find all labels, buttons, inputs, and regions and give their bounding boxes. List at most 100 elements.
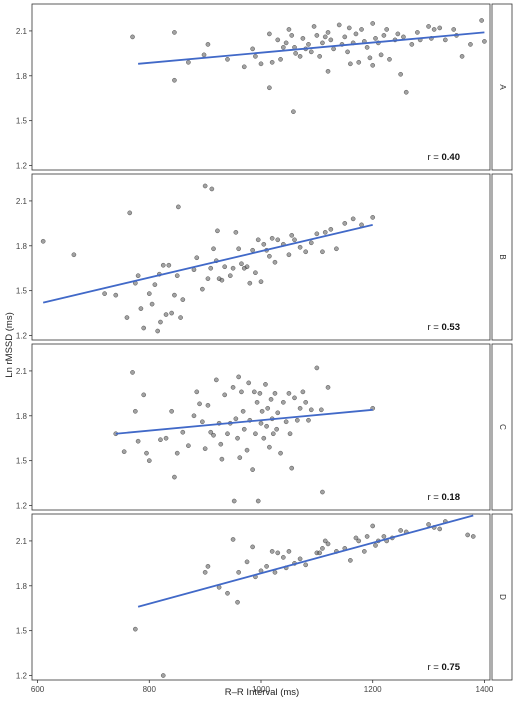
panel-a-point — [370, 21, 376, 26]
panel-c-point — [294, 417, 300, 423]
panel-c-point — [308, 407, 314, 413]
panel-b-strip — [491, 173, 513, 341]
panel-a-point — [297, 53, 303, 59]
panel-c-r-prefix: r = — [428, 492, 442, 503]
panel-c-point — [144, 450, 149, 456]
panel-d-point — [160, 673, 166, 678]
panel-c-fit-line — [115, 408, 373, 435]
panel-d-point — [269, 549, 275, 554]
panel-a-point — [269, 59, 275, 65]
panel-b-point — [127, 210, 133, 216]
panel-d-strip-label: D — [498, 594, 507, 600]
panel-a-point — [482, 39, 487, 44]
x-tick-label: 800 — [143, 685, 157, 694]
panel-a-point — [342, 34, 348, 40]
panel-d-point — [236, 569, 242, 575]
panel-a-point — [311, 24, 317, 29]
panel-c-point — [251, 389, 257, 395]
panel-a-point — [348, 61, 353, 67]
panel-d-point — [426, 522, 431, 527]
panel-b-point — [40, 238, 46, 244]
panel-c-point — [314, 365, 320, 371]
panel-a-point — [345, 49, 350, 55]
panel-c-point — [194, 389, 200, 395]
panel-b-point — [253, 270, 258, 276]
panel-b-frame — [31, 173, 491, 341]
panel-b-point — [261, 241, 267, 247]
panel-c-point — [268, 396, 274, 402]
panel-d-point — [317, 550, 322, 556]
panel-b-point — [314, 231, 320, 237]
panel-b-point — [292, 237, 297, 243]
panel-b-point — [160, 262, 166, 268]
panel-a-fit-line — [138, 31, 485, 65]
panel-a-point — [468, 42, 473, 47]
panel-b-point — [135, 273, 141, 279]
panel-b-point — [215, 228, 220, 234]
panel-c-point — [265, 405, 271, 411]
panel-c-point — [257, 391, 263, 396]
panel-b-y-tick-label: 2.1 — [16, 197, 28, 206]
panel-d-point — [264, 563, 269, 569]
panel-c-point — [219, 456, 225, 462]
panel-a-point — [241, 64, 247, 70]
panel-d-point — [205, 563, 211, 569]
panel-d-frame — [31, 513, 491, 681]
panel-b-point — [172, 292, 177, 298]
panel-c-point — [297, 405, 303, 411]
panel-d-point — [370, 523, 376, 529]
panel-b-point — [175, 204, 181, 210]
panel-d-point — [373, 543, 378, 548]
panel-c-point — [205, 402, 211, 408]
panel-c-point — [225, 431, 230, 437]
panel-b-point — [258, 279, 264, 285]
panel-a-y-tick-label: 2.1 — [16, 27, 28, 36]
panel-b-point — [169, 310, 174, 316]
panel-a-point — [403, 89, 409, 95]
panel-a-point — [258, 61, 264, 67]
panel-c-point — [275, 410, 281, 416]
panel-c-point — [169, 408, 174, 414]
panel-a-point — [322, 34, 328, 40]
panel-c-point — [230, 385, 236, 390]
panel-c-strip-label: C — [498, 424, 507, 430]
panel-d-point — [280, 555, 286, 560]
panel-d-point — [348, 558, 353, 563]
panel-a-r-prefix: r = — [428, 152, 442, 163]
panel-c-point — [197, 401, 202, 407]
panel-d-y-tick-label: 1.2 — [16, 672, 28, 681]
panel-b-y-tick-label: 1.8 — [16, 242, 28, 251]
panel-c-r-annotation: r = 0.18 — [428, 492, 461, 503]
panel-b-point — [370, 215, 376, 220]
panel-d-point — [230, 537, 236, 542]
panel-b-point — [275, 237, 281, 243]
panel-a-point — [267, 31, 272, 37]
panel-d-r-prefix: r = — [428, 662, 442, 673]
panel-c-point — [237, 455, 243, 461]
panel-b-point — [178, 315, 183, 320]
panel-c-point — [272, 391, 278, 396]
panel-a-point — [250, 46, 255, 52]
panel-a-point — [459, 53, 465, 59]
panel-c-point — [180, 429, 186, 435]
panel-a-point — [384, 27, 390, 32]
panel-a-point — [431, 27, 437, 32]
panel-c-point — [163, 435, 169, 441]
panel-b-point — [230, 265, 236, 271]
panel-a-point — [437, 25, 443, 31]
panel-d-point — [356, 538, 362, 544]
panel-a-point — [283, 40, 289, 46]
panel-b-y-tick-label: 1.2 — [16, 332, 28, 341]
panel-d-point — [470, 534, 476, 539]
panel-a-point — [336, 22, 342, 28]
panel-c-point — [253, 431, 258, 437]
panel-c-point — [174, 450, 180, 456]
panel-b-point — [303, 249, 309, 255]
panel-d-point — [225, 590, 230, 596]
panel-a-point — [172, 30, 177, 35]
panel-b-point — [174, 273, 180, 279]
panel-c-point — [141, 392, 147, 398]
panel-b-point — [102, 291, 107, 296]
panel-c-point — [186, 443, 191, 449]
panel-b-point — [194, 255, 200, 261]
